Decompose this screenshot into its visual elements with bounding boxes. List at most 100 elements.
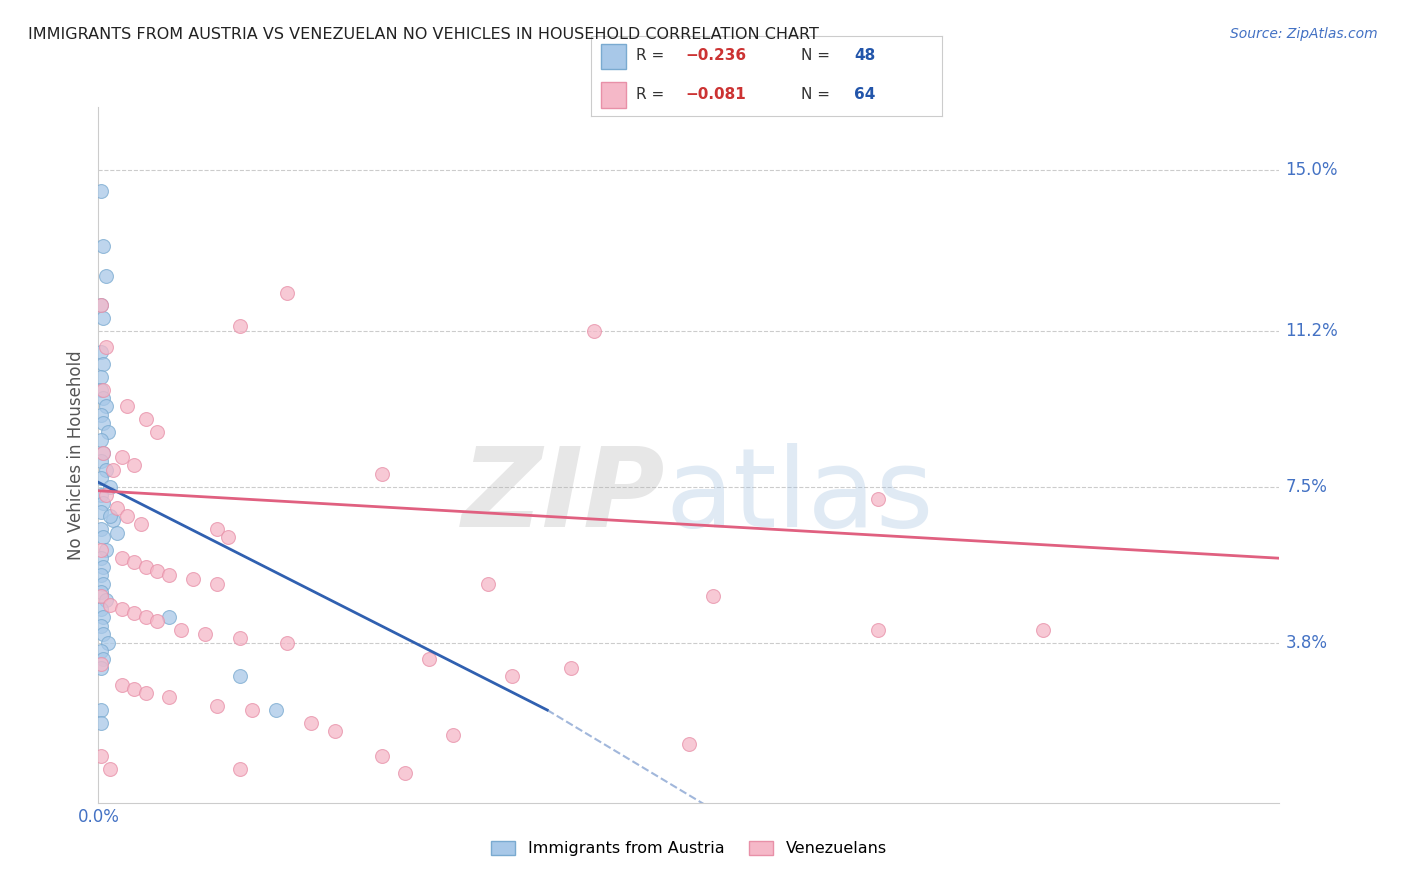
Text: 3.8%: 3.8% [1285,633,1327,651]
Point [146,425,169,439]
Point [122,606,145,620]
Point [122,458,145,473]
Point [135,559,157,574]
Point [181,572,204,586]
Point [157,690,180,705]
Point [394,766,416,780]
Point [111,678,134,692]
Point [115,509,138,524]
Point [98,479,121,493]
Point [418,652,440,666]
Point [205,576,228,591]
Point [105,500,128,515]
Point [90,370,112,384]
Point [90,657,112,671]
Point [90,488,112,502]
Point [276,285,298,300]
Point [90,568,112,582]
Point [240,703,263,717]
Point [91,652,114,666]
Point [90,618,112,632]
Bar [602,82,626,108]
Point [90,542,112,557]
Point [90,589,112,603]
Point [217,530,239,544]
Text: IMMIGRANTS FROM AUSTRIA VS VENEZUELAN NO VEHICLES IN HOUSEHOLD CORRELATION CHART: IMMIGRANTS FROM AUSTRIA VS VENEZUELAN NO… [28,27,818,42]
Point [90,298,112,312]
Point [91,239,114,253]
Point [90,471,112,485]
Point [101,463,124,477]
Point [90,602,112,616]
Text: −0.081: −0.081 [686,87,747,102]
Point [91,383,114,397]
Point [371,467,394,481]
Point [135,610,157,624]
Point [90,433,112,447]
Point [229,319,252,334]
Point [91,446,114,460]
Point [98,509,121,524]
Point [94,400,117,414]
Point [91,310,114,325]
Point [111,551,134,566]
Point [91,530,114,544]
Point [94,463,117,477]
Point [371,749,394,764]
Point [122,556,145,570]
Legend: Immigrants from Austria, Venezuelans: Immigrants from Austria, Venezuelans [484,833,894,864]
Text: Source: ZipAtlas.com: Source: ZipAtlas.com [1230,27,1378,41]
Text: 64: 64 [853,87,876,102]
Point [678,737,700,751]
Text: 0.0%: 0.0% [77,808,120,826]
Point [94,488,117,502]
Point [299,715,322,730]
Point [229,669,252,683]
Point [560,661,582,675]
Point [1032,623,1054,637]
Point [90,522,112,536]
Point [90,185,112,199]
Y-axis label: No Vehicles in Household: No Vehicles in Household [66,350,84,560]
Text: N =: N = [801,48,835,63]
Point [866,623,889,637]
Point [90,715,112,730]
Point [90,344,112,359]
Point [91,610,114,624]
Point [702,589,724,603]
Point [229,632,252,646]
Text: −0.236: −0.236 [686,48,747,63]
Point [157,610,180,624]
Point [90,749,112,764]
Point [94,340,117,354]
Point [98,598,121,612]
Point [129,517,152,532]
Point [105,525,128,540]
Text: 7.5%: 7.5% [1285,477,1327,496]
Point [90,383,112,397]
Point [477,576,499,591]
Point [146,615,169,629]
Point [90,703,112,717]
Point [323,724,346,739]
Point [229,762,252,776]
Point [91,576,114,591]
Point [91,391,114,405]
Point [264,703,287,717]
Point [111,602,134,616]
Point [90,644,112,658]
Point [276,635,298,649]
Text: R =: R = [636,87,669,102]
Point [94,542,117,557]
Point [157,568,180,582]
Point [170,623,193,637]
Point [122,681,145,696]
Point [115,400,138,414]
Point [90,454,112,468]
Text: 48: 48 [853,48,876,63]
Point [91,417,114,431]
Point [90,661,112,675]
Point [90,298,112,312]
Point [194,627,217,641]
Point [135,412,157,426]
